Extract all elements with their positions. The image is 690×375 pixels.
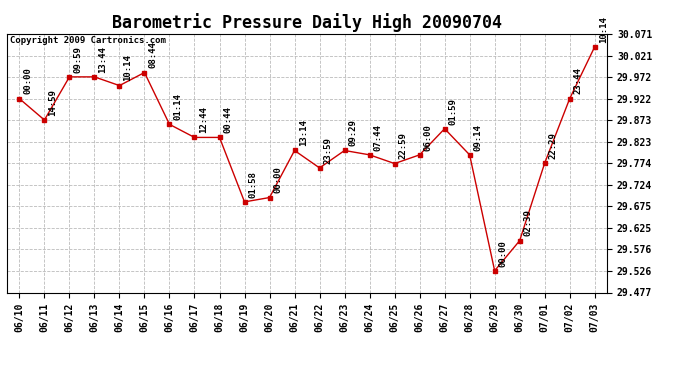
- Text: 10:14: 10:14: [599, 16, 608, 43]
- Text: 22:59: 22:59: [399, 132, 408, 159]
- Text: 09:14: 09:14: [474, 124, 483, 151]
- Text: 12:44: 12:44: [199, 106, 208, 133]
- Text: 13:44: 13:44: [99, 46, 108, 73]
- Text: 09:59: 09:59: [74, 46, 83, 73]
- Title: Barometric Pressure Daily High 20090704: Barometric Pressure Daily High 20090704: [112, 13, 502, 32]
- Text: 00:00: 00:00: [23, 68, 32, 94]
- Text: 07:44: 07:44: [374, 124, 383, 151]
- Text: 13:14: 13:14: [299, 120, 308, 146]
- Text: 00:44: 00:44: [224, 106, 233, 133]
- Text: 23:44: 23:44: [574, 68, 583, 94]
- Text: 00:00: 00:00: [274, 166, 283, 194]
- Text: 01:59: 01:59: [448, 98, 457, 124]
- Text: 22:29: 22:29: [549, 132, 558, 159]
- Text: 01:14: 01:14: [174, 93, 183, 120]
- Text: 10:14: 10:14: [124, 54, 132, 81]
- Text: 23:59: 23:59: [324, 137, 333, 164]
- Text: Copyright 2009 Cartronics.com: Copyright 2009 Cartronics.com: [10, 36, 166, 45]
- Text: 02:39: 02:39: [524, 210, 533, 237]
- Text: 08:44: 08:44: [148, 42, 157, 68]
- Text: 06:00: 06:00: [424, 124, 433, 151]
- Text: 09:29: 09:29: [348, 120, 357, 146]
- Text: 01:58: 01:58: [248, 171, 257, 198]
- Text: 00:00: 00:00: [499, 240, 508, 267]
- Text: 14:59: 14:59: [48, 89, 57, 116]
